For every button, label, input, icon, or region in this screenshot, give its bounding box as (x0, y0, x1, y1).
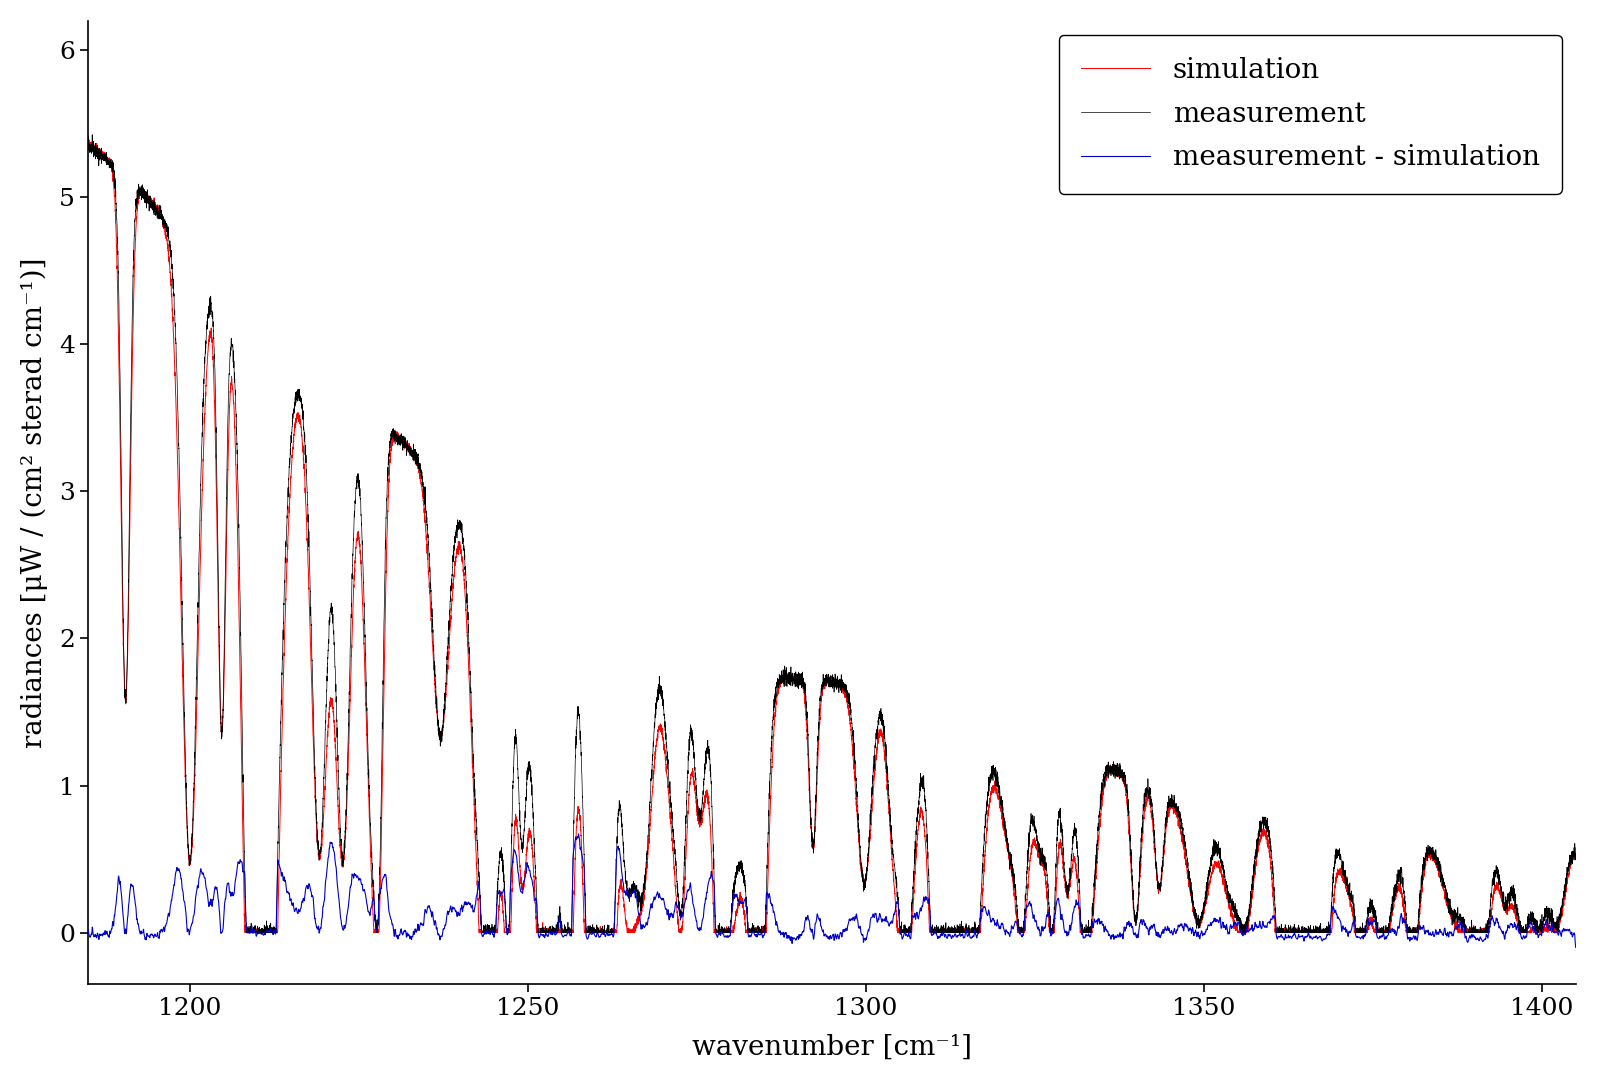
Line: measurement: measurement (88, 134, 1576, 933)
measurement (299, 549, 318, 562)
simulation (984, 779, 1003, 792)
measurement (984, 774, 1003, 787)
measurement - simulation (861, 911, 880, 924)
measurement (1566, 849, 1586, 862)
simulation (235, 926, 254, 939)
measurement - simulation (840, 913, 859, 926)
measurement - simulation (1566, 941, 1586, 954)
measurement - simulation (464, 906, 483, 919)
simulation (840, 717, 859, 730)
Line: measurement - simulation: measurement - simulation (88, 834, 1576, 948)
measurement (78, 141, 98, 154)
measurement (840, 696, 859, 709)
simulation (1566, 842, 1586, 855)
measurement (862, 802, 882, 815)
measurement - simulation (984, 913, 1003, 926)
simulation (80, 133, 99, 146)
measurement - simulation (299, 878, 318, 890)
measurement (464, 760, 483, 773)
measurement (237, 926, 256, 939)
simulation (299, 597, 318, 610)
Line: simulation: simulation (88, 140, 1576, 933)
simulation (464, 781, 483, 794)
simulation (862, 817, 882, 830)
X-axis label: wavenumber [cm⁻¹]: wavenumber [cm⁻¹] (693, 1034, 973, 1061)
Y-axis label: radiances [μW / (cm² sterad cm⁻¹)]: radiances [μW / (cm² sterad cm⁻¹)] (21, 258, 48, 748)
measurement - simulation (157, 916, 176, 929)
measurement (157, 223, 176, 236)
simulation (78, 141, 98, 154)
Legend: simulation, measurement, measurement - simulation: simulation, measurement, measurement - s… (1059, 35, 1562, 194)
simulation (157, 229, 176, 242)
measurement - simulation (570, 828, 589, 841)
measurement (83, 128, 102, 141)
measurement - simulation (78, 924, 98, 937)
